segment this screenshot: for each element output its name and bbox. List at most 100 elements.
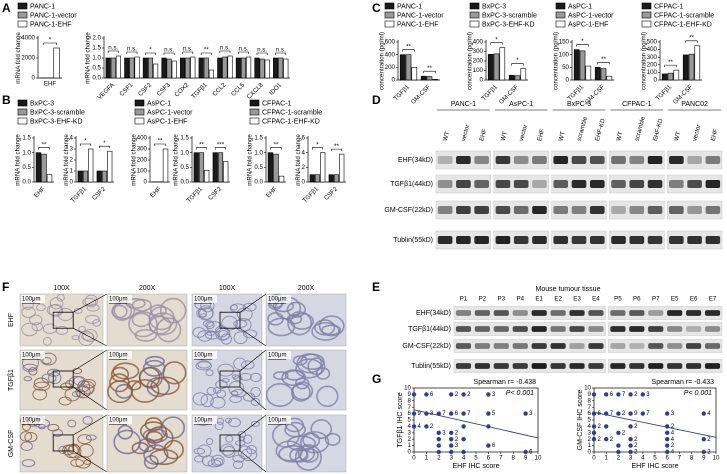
blot-band: [493, 310, 509, 316]
blot-band: [588, 343, 604, 349]
significance-bracket: [214, 147, 227, 150]
blot-membrane: [608, 306, 723, 320]
y-tick-label: 8: [588, 397, 592, 404]
category-label: TGFβ1: [566, 83, 585, 102]
bar: [667, 72, 674, 81]
lane-label: WT: [615, 131, 624, 142]
tissue-structure: [113, 429, 141, 455]
significance-bracket: [154, 143, 166, 146]
significance-bracket: [219, 50, 231, 53]
tissue-structure: [240, 448, 258, 462]
cell-line-label: AsPC-1: [509, 101, 533, 108]
tissue-structure: [242, 329, 258, 339]
bar: [520, 68, 527, 81]
category-label: CSF1: [118, 81, 135, 98]
blot-band: [569, 310, 585, 316]
bar: [235, 57, 241, 79]
tissue-structure: [82, 415, 93, 425]
point-label: 6: [430, 392, 434, 398]
point-label: 2: [455, 437, 459, 443]
legend-label: PANC-1-vector: [397, 12, 444, 19]
tissue-structure: [249, 372, 262, 383]
point: [461, 449, 466, 455]
significance-label: n.s.: [127, 46, 137, 53]
bar: [420, 75, 427, 81]
tissue-structure: [24, 432, 38, 443]
tissue-structure: [192, 392, 208, 406]
y-tick-label: 1.0: [254, 149, 263, 156]
y-tick-label: 4: [588, 423, 592, 430]
tissue-structure: [142, 359, 166, 377]
significance-bracket: [256, 52, 268, 55]
point: [640, 411, 645, 416]
point: [616, 449, 621, 455]
blot-membrane: [667, 200, 723, 220]
y-axis-label: concentration (pg/ml): [466, 32, 473, 90]
significance-label: **: [689, 34, 694, 41]
blot-band: [553, 236, 569, 244]
significance-label: **: [427, 65, 432, 72]
y-tick-label: 3: [408, 429, 412, 436]
row-label: EHF(34kD): [398, 157, 433, 164]
y-tick-label: 0.5: [180, 164, 189, 171]
y-tick-label: 4: [408, 423, 412, 430]
point: [486, 411, 491, 416]
tissue-structure: [197, 360, 211, 369]
blot-band: [532, 156, 547, 164]
x-tick-label: 2: [437, 455, 441, 462]
bar: [508, 74, 515, 81]
y-axis-label: mRNA fold change: [295, 134, 302, 186]
blot-band: [667, 326, 683, 332]
significance-bracket: [664, 64, 677, 68]
blot-band: [553, 180, 569, 188]
legend-label: AsPC-1-vector: [568, 12, 614, 19]
y-axis-label: concentration (pg/ml): [640, 32, 647, 90]
zoom-box: [219, 434, 241, 452]
bar: [129, 57, 135, 79]
point: [461, 411, 466, 416]
blot-band: [550, 326, 566, 332]
y-tick-label: 5: [588, 417, 592, 424]
category-label: TGFβ1: [654, 83, 673, 102]
blot-band: [629, 180, 645, 188]
tissue-structure: [207, 459, 222, 468]
point: [436, 443, 441, 448]
blot-band: [704, 310, 721, 316]
bar: [673, 69, 680, 81]
scale-bg: [108, 416, 132, 424]
legend-swatch: [469, 20, 480, 28]
y-tick-label: 5: [408, 417, 412, 424]
point-label: 3: [442, 430, 446, 436]
y-tick-label: 0: [302, 179, 306, 186]
tissue-structure: [19, 431, 33, 442]
tissue-structure: [117, 424, 133, 440]
blot-band: [647, 206, 663, 214]
bar: [124, 57, 130, 79]
point-label: 2: [634, 450, 638, 456]
tissue-structure: [214, 325, 229, 338]
y-tick-label: 0.0: [92, 75, 101, 82]
significance-label: n.s.: [239, 46, 249, 53]
tissue-structure: [21, 306, 36, 318]
y-tick-label: 300: [137, 146, 148, 153]
point-label: 2: [455, 392, 459, 398]
blot-band: [669, 206, 684, 214]
tissue-structure: [224, 417, 232, 424]
tissue-structure: [250, 397, 261, 406]
x-tick-label: 4: [641, 455, 645, 462]
blot-band: [589, 236, 605, 244]
blot-band: [647, 236, 663, 244]
blot-band: [686, 326, 702, 332]
legend-swatch: [555, 11, 566, 19]
blot-band: [648, 363, 664, 369]
bar: [46, 174, 53, 183]
point: [591, 392, 597, 397]
point: [591, 424, 597, 429]
point: [665, 443, 670, 448]
tissue-structure: [23, 376, 33, 382]
tissue-structure: [36, 303, 46, 312]
blot-band: [456, 156, 471, 164]
tissue-structure: [314, 319, 336, 336]
category-label: TGFβ1: [69, 185, 88, 204]
point: [640, 392, 645, 397]
